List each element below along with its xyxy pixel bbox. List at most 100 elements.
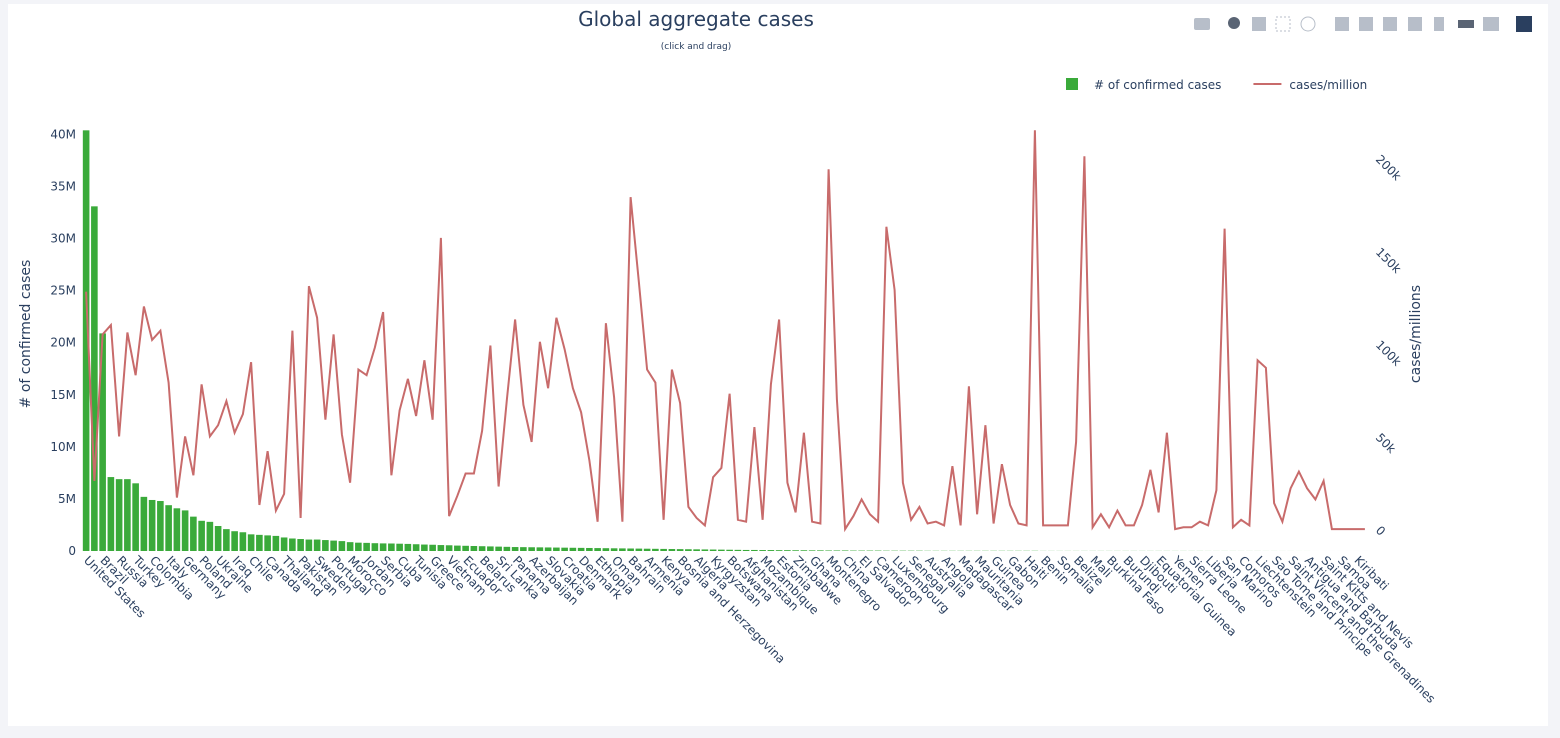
chart-subtitle: (click and drag) [661,42,731,52]
bar [792,550,799,551]
bar [247,534,255,551]
legend-label: cases/million [1289,78,1367,92]
bar [685,549,692,551]
bar [297,539,304,551]
bar [289,538,296,551]
bar [429,544,436,551]
bar [594,548,601,551]
bar [355,542,362,551]
bar [577,547,585,551]
bar [660,548,667,551]
chart: Global aggregate cases (click and drag) … [8,4,1548,726]
bar [223,529,230,551]
y-axis-title: # of confirmed cases [18,260,34,409]
bar [808,550,816,551]
bar [784,550,791,551]
bar [91,206,98,552]
bar [709,549,717,551]
bar [412,544,420,551]
bar [330,540,337,551]
bar [421,544,428,551]
y-tick-label: 0 [68,544,76,558]
bar [520,547,527,551]
bar [511,547,519,551]
modebar [1194,16,1532,32]
bar [635,548,643,551]
y2-axis-title: cases/millions [1408,285,1424,383]
hover-compare-button[interactable] [1483,17,1499,31]
y-tick-label: 30M [50,232,76,246]
bar [338,541,346,551]
bar [800,550,808,551]
bar [165,505,172,551]
bar [346,542,354,551]
bar [280,537,288,551]
y-tick-label: 40M [50,127,76,141]
bar [157,501,164,551]
bar [487,546,494,551]
bar [82,130,90,552]
bar [503,546,511,551]
bar [379,543,387,551]
bar [619,548,626,551]
bar [701,549,709,551]
bar [742,549,750,551]
bar [437,545,445,551]
bar [561,547,568,551]
bar [190,516,197,551]
bar [115,479,123,551]
chart-title: Global aggregate cases [578,7,814,31]
bar [536,547,544,551]
bar [726,549,733,551]
bar [107,477,115,551]
bar [676,549,684,551]
plotly-logo[interactable] [1516,16,1532,32]
bar [734,549,742,551]
bar [322,540,329,551]
bar [693,549,700,551]
bar [140,496,148,551]
bar [751,549,758,551]
bar [404,543,412,551]
legend-label: # of confirmed cases [1094,78,1221,92]
camera-button[interactable] [1194,18,1210,30]
bar [825,550,832,551]
bar [528,547,535,551]
y-tick-label: 10M [50,440,76,454]
bar [272,535,280,551]
zoom-in-button[interactable] [1335,17,1349,31]
bar [124,479,131,551]
spike-button[interactable] [1434,17,1444,31]
bar [610,548,618,551]
bar [454,545,461,551]
bar [396,543,403,551]
bar [198,520,205,551]
bar [132,483,139,551]
select-button[interactable] [1275,16,1291,32]
zoom-out-button[interactable] [1359,17,1373,31]
pan-button[interactable] [1252,17,1266,31]
reset-button[interactable] [1408,17,1422,31]
bar [841,550,849,551]
bar [256,534,263,551]
bar [264,535,271,551]
bar [181,510,189,551]
autoscale-button[interactable] [1383,17,1397,31]
bar [206,521,214,551]
line [85,130,1365,533]
y-tick-label: 5M [58,492,76,506]
bar [478,546,486,551]
bar [817,550,824,551]
hover-closest-button[interactable] [1458,20,1474,28]
bar [668,549,676,551]
bar [214,526,222,551]
bar [833,550,841,551]
y-tick-label: 25M [50,284,76,298]
zoom-button[interactable] [1228,17,1240,29]
bar [445,545,453,551]
bar [239,532,247,551]
bar [470,546,478,551]
bar [643,548,651,551]
lasso-button[interactable] [1300,16,1316,32]
bar [652,548,659,551]
